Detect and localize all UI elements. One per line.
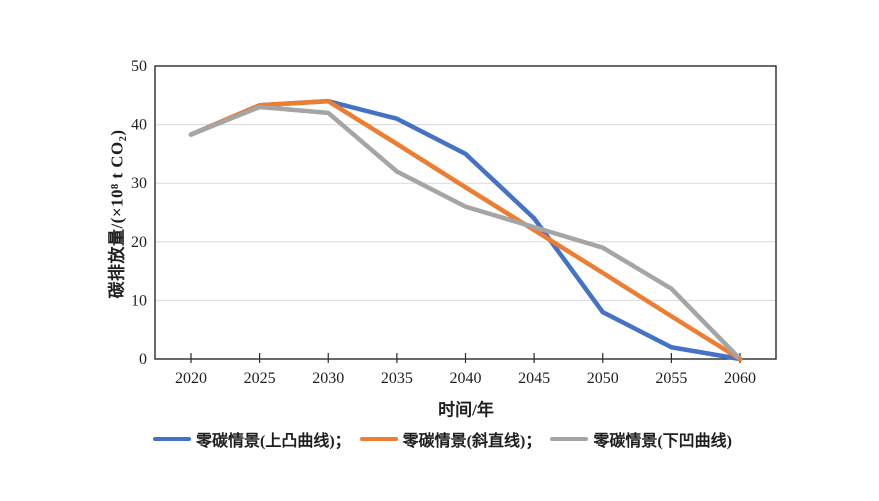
x-tick-label: 2025 [244,370,276,387]
y-tick-label: 40 [131,117,147,134]
legend-label: 零碳情景(斜直线)； [402,433,542,450]
legend-line-swatch-convex [153,436,191,442]
x-tick-label: 2020 [175,370,207,387]
x-tick-label: 2045 [518,370,550,387]
x-tick-label: 2055 [655,370,687,387]
y-tick-label: 20 [131,234,147,251]
legend-line-swatch-straight [359,436,398,442]
y-tick-label: 50 [131,58,147,75]
series-line [188,104,743,362]
endpoint-marker [737,356,743,362]
series-line [188,98,743,362]
legend-label: 零碳情景(上凸曲线)； [196,433,351,450]
legend-line-swatch-concave [550,436,589,442]
chart-canvas: 2020 2025 2030 2035 2040 2045 2050 2055 20600102… [131,58,777,387]
x-tick-label: 2040 [450,370,482,387]
chart-legend: 零碳情景(上凸曲线)； 零碳情景(斜直线)； 零碳情景(下凹曲线) [153,427,732,451]
legend-item-concave: 零碳情景(下凹曲线) [550,427,732,451]
y-axis-title: 碳排放量/(×10⁸ t CO₂) [107,129,127,299]
x-tick-label: 2050 [587,370,619,387]
x-tick-label: 2030 [312,370,344,387]
y-tick-label: 10 [131,292,147,309]
series-line [188,98,743,362]
legend-item-straight: 零碳情景(斜直线)； [359,427,542,451]
x-axis-title: 时间/年 [438,400,494,420]
y-tick-label: 30 [131,175,147,192]
x-tick-label: 2060 [724,370,756,387]
y-tick-label: 0 [139,351,147,368]
x-tick-label: 2035 [381,370,413,387]
legend-item-convex: 零碳情景(上凸曲线)； [153,427,351,451]
legend-label: 零碳情景(下凹曲线) [593,433,733,450]
